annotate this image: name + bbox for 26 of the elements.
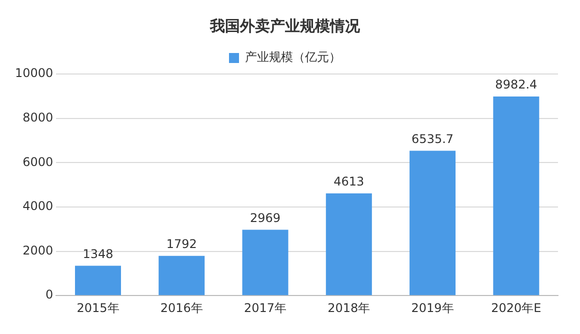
y-tick-label: 6000 [22, 154, 54, 169]
bar [326, 193, 372, 296]
data-label: 6535.7 [412, 132, 454, 146]
data-label: 1792 [166, 237, 197, 252]
y-tick-label: 8000 [22, 110, 54, 124]
x-tick-label: 2017年 [244, 300, 287, 315]
bar [242, 230, 288, 296]
x-tick-label: 2018年 [328, 300, 370, 315]
x-tick-label: 2019年 [411, 300, 454, 315]
x-tick-label: 2015年 [76, 300, 120, 315]
data-label: 8982.4 [495, 78, 538, 92]
y-tick-label: 10000 [14, 66, 54, 80]
data-label: 2969 [250, 210, 281, 225]
data-label: 1348 [82, 246, 114, 261]
y-tick-label: 2000 [22, 243, 54, 258]
bar [493, 96, 540, 296]
x-tick-label: 2016年 [160, 300, 203, 315]
legend-label: 产业规模（亿元） [245, 50, 341, 64]
y-tick-label: 0 [46, 288, 54, 302]
chart-title: 我国外卖产业规模情况 [209, 16, 361, 35]
data-label: 4613 [334, 174, 364, 188]
x-tick-label: 2020年E [491, 300, 542, 315]
bar [158, 256, 205, 296]
bar [410, 150, 456, 296]
y-tick-label: 4000 [22, 199, 54, 214]
bar [74, 266, 121, 296]
